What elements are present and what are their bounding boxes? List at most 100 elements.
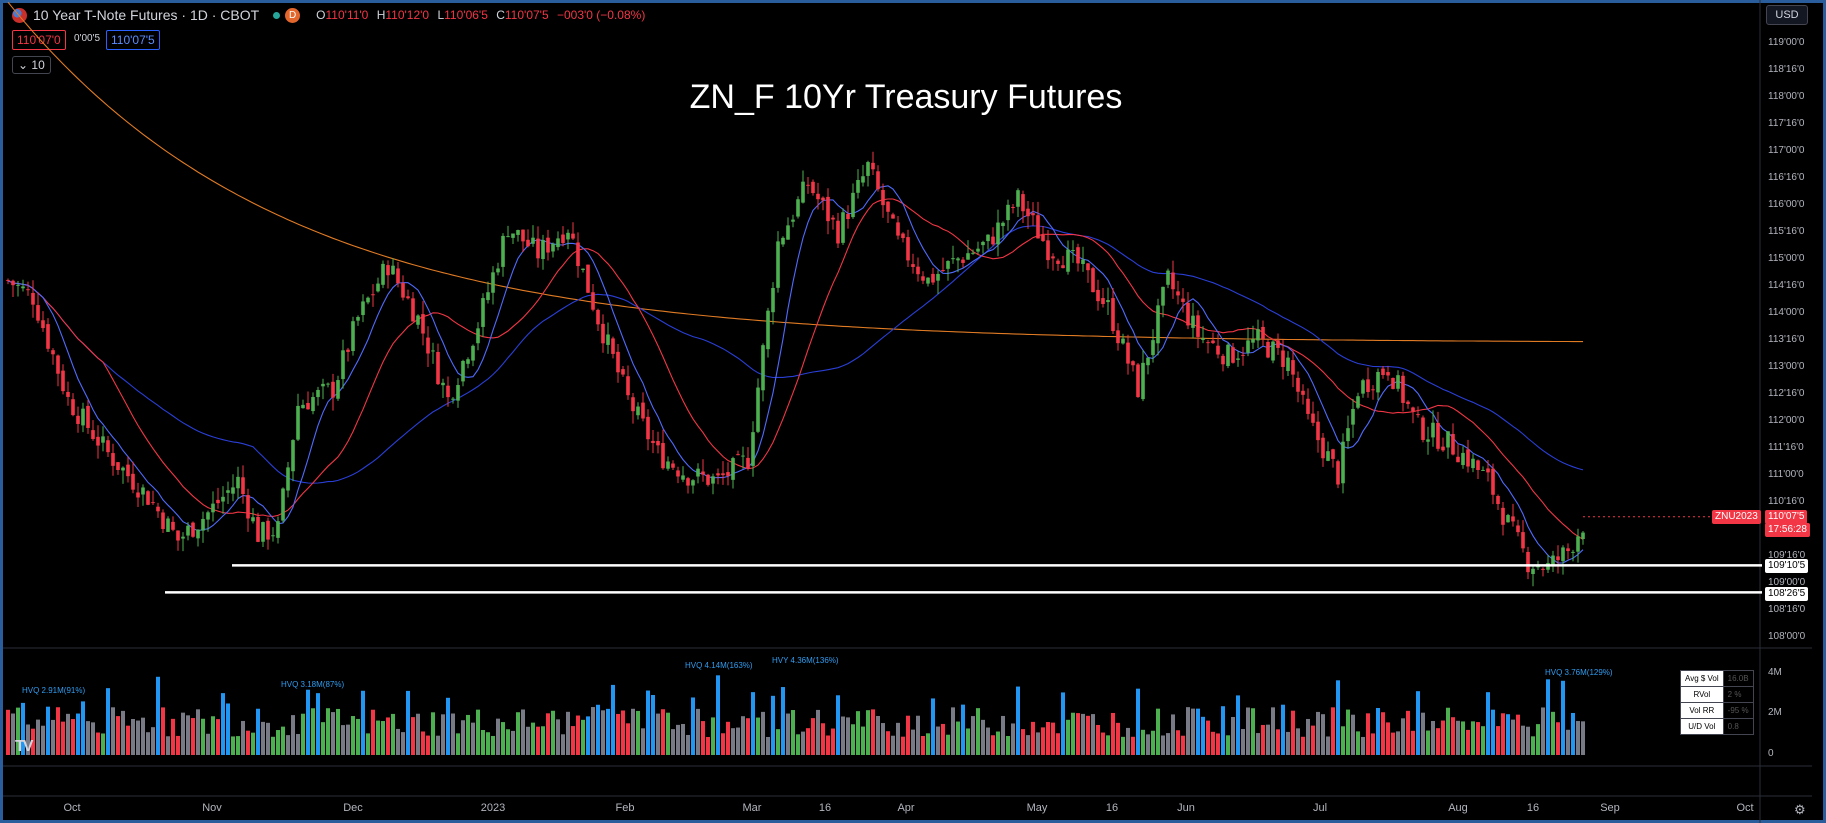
candle-body [686,478,690,486]
ask-price-box[interactable]: 110'07'5 [106,30,160,50]
data-badge[interactable]: D [285,7,301,23]
volume-bar [1571,712,1575,755]
candle-body [1486,468,1490,473]
volume-bar [1291,710,1295,755]
candle-body [1031,213,1035,216]
candle-body [1346,428,1350,442]
candle-body [266,520,270,540]
candle-body [1356,396,1360,408]
volume-bar [1341,726,1345,755]
price-tick-label: 117'16'0 [1768,117,1805,129]
candle-body [876,171,880,190]
volume-bar [1231,716,1235,755]
currency-button[interactable]: USD [1766,5,1808,25]
volume-bar [566,711,570,755]
candle-body [1086,263,1090,271]
volume-bar [321,722,325,755]
volume-bar [1336,680,1340,755]
candle-body [751,432,755,466]
candle-body [1466,449,1470,467]
volume-bar [376,720,380,755]
volume-bar [141,717,145,755]
candle-body [741,455,745,457]
indicators-toggle[interactable]: ⌄ 10 [12,56,51,74]
volume-bar [226,703,230,755]
candle-body [291,440,295,472]
volume-bar [671,729,675,755]
candle-body [326,383,330,385]
volume-bar [1551,711,1555,755]
candle-body [576,242,580,267]
volume-bar [26,724,30,755]
candle-body [281,488,285,521]
gear-icon[interactable]: ⚙ [1794,802,1806,817]
candle-body [271,535,275,537]
volume-bar [491,735,495,755]
candle-body [61,370,65,392]
tradingview-logo-icon[interactable]: TV [15,738,34,755]
chevron-down-icon: ⌄ [18,58,32,72]
candle-body [816,193,820,200]
candle-body [951,258,955,260]
volume-bar [581,719,585,755]
time-tick-label: Jul [1312,802,1328,814]
candle-body [36,305,40,321]
candle-body [191,522,195,537]
volume-bar [1416,691,1420,755]
volume-bar [416,713,420,755]
volume-bar [341,725,345,755]
volume-bar [21,702,25,755]
candle-body [1571,551,1575,553]
volume-bar [1426,730,1430,755]
volume-bar [741,716,745,755]
candle-body [1021,194,1025,212]
candle-body [1411,407,1415,412]
time-tick-label: Oct [1736,802,1754,814]
candle-body [1211,340,1215,344]
volume-bar [471,722,475,755]
volume-bar [936,726,940,755]
candle-body [186,525,190,536]
candle-body [81,408,85,426]
volume-bar [311,708,315,755]
volume-bar [186,715,190,755]
candle-body [346,349,350,352]
candle-body [1436,422,1440,449]
volume-bar [1576,721,1580,755]
candle-body [756,387,760,432]
volume-bar [1126,727,1130,755]
volume-bar [461,720,465,755]
candle-body [46,324,50,349]
candle-body [696,468,700,477]
volume-bar [726,721,730,755]
candle-body [1426,439,1430,442]
stat-value: 2 % [1722,686,1754,703]
volume-bar [866,710,870,755]
symbol-title[interactable]: 10 Year T-Note Futures · 1D · CBOT [33,7,260,23]
volume-bar [541,726,545,755]
volume-bar [1131,736,1135,755]
candle-body [1096,289,1100,302]
candle-body [441,382,445,386]
volume-bar [1401,718,1405,755]
candle-body [1506,515,1510,523]
volume-bar [236,736,240,755]
time-tick-label: 16 [1526,802,1540,814]
candle-body [181,536,185,539]
volume-tick: 0 [1768,748,1774,759]
candle-body [1226,344,1230,367]
candle-body [411,298,415,322]
time-tick-label: Jun [1177,802,1195,814]
candle-body [196,529,200,539]
candle-body [1121,338,1125,344]
volume-bar [781,687,785,755]
volume-bar [1326,736,1330,755]
candle-body [71,399,75,416]
candle-body [421,314,425,334]
candle-body [806,184,810,186]
volume-bar [1431,720,1435,755]
volume-bar [856,711,860,755]
volume-bar [1206,720,1210,755]
bid-price-box[interactable]: 110'07'0 [12,30,66,50]
